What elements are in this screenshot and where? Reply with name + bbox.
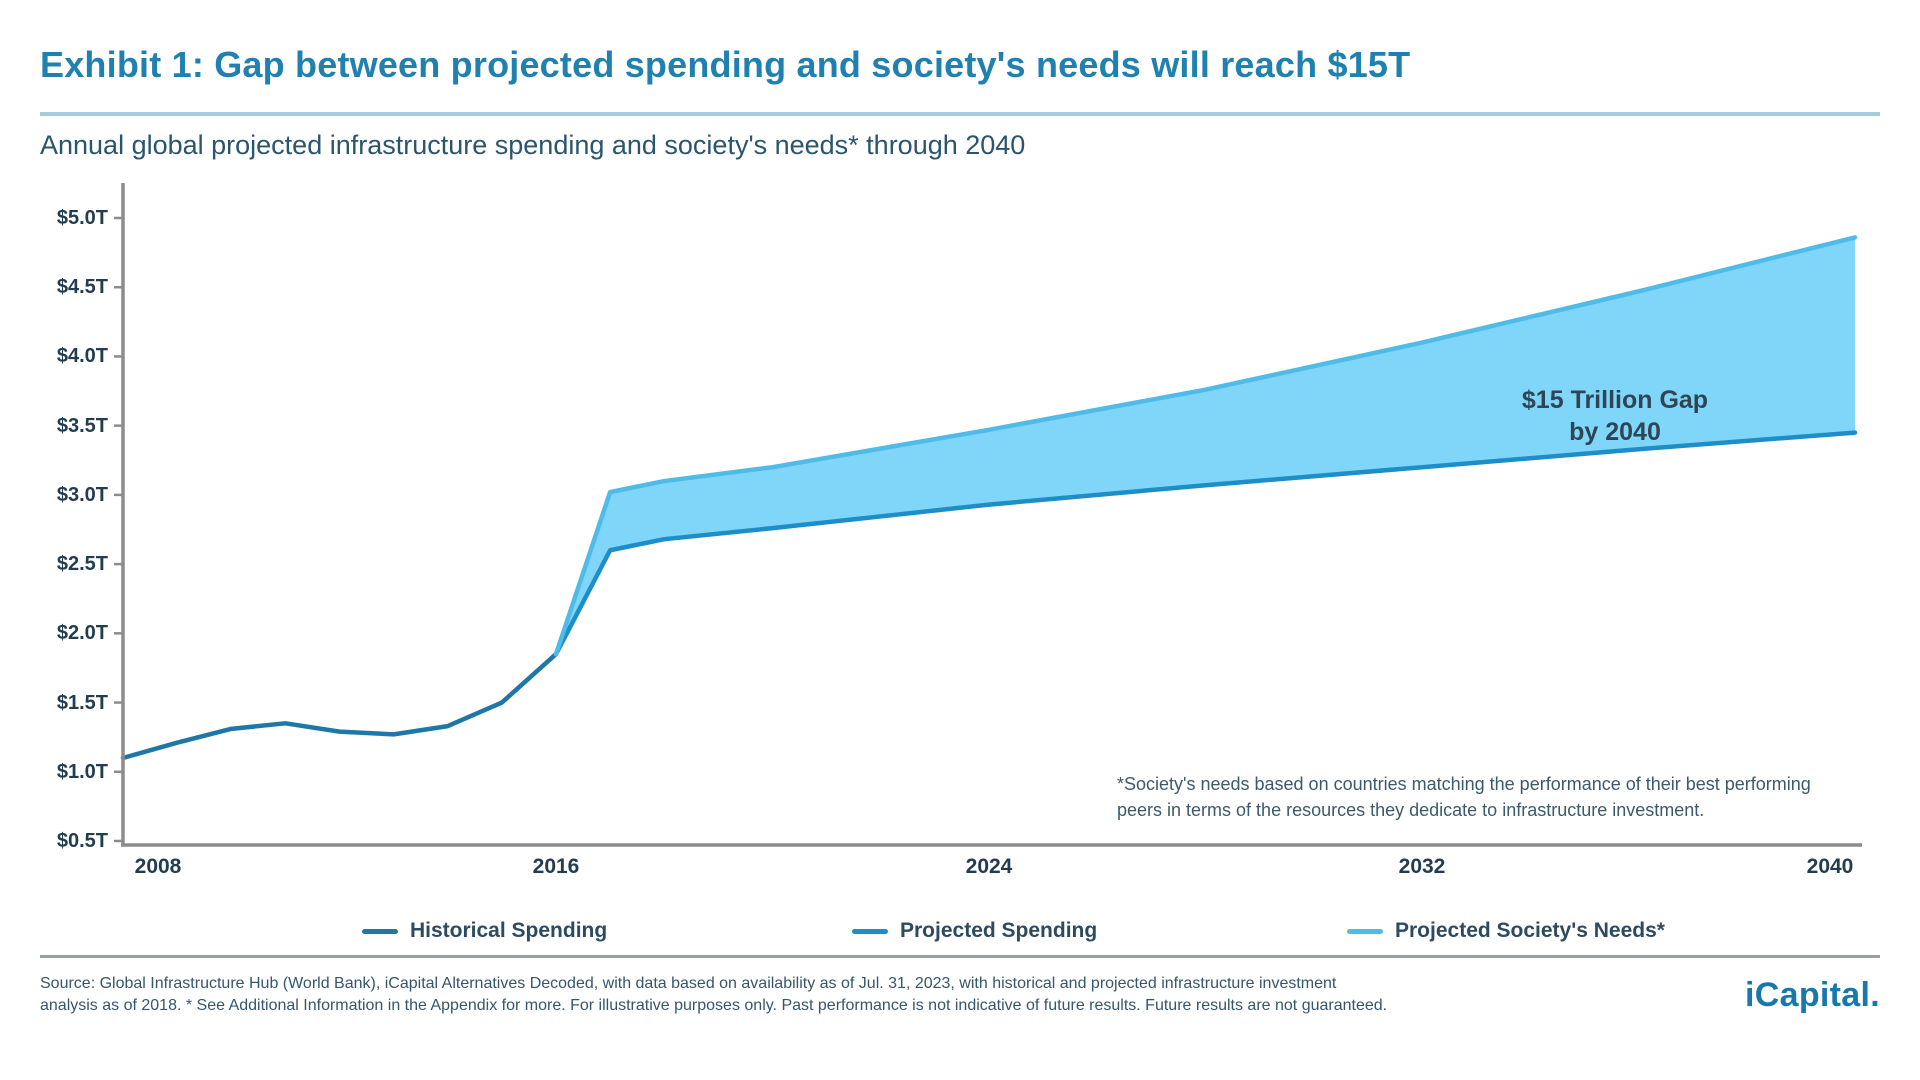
gap-annotation: $15 Trillion Gap by 2040 [1445,384,1785,448]
y-axis-label: $1.0T [56,760,108,783]
chart-subtitle: Annual global projected infrastructure s… [40,130,1026,160]
y-axis-label: $3.0T [56,483,108,506]
legend-swatch-projected [852,928,888,934]
x-axis-label: 2024 [965,855,1013,878]
legend-swatch-needs [1347,928,1383,934]
footnote-line1: *Society's needs based on countries matc… [1117,774,1811,794]
legend-label: Projected Society's Needs* [1395,919,1665,942]
series-line-historical-spending [120,651,559,761]
gap-annotation-line2: by 2040 [1569,418,1661,446]
legend-item-projected-spending: Projected Spending [852,916,1097,946]
series-line-projected-society-s-needs [553,235,1858,657]
chart-footnote: *Society's needs based on countries matc… [1117,771,1877,823]
series-line-projected-spending [553,430,1858,657]
footnote-line2: peers in terms of the resources they ded… [1117,800,1705,820]
chart-legend: Historical Spending Projected Spending P… [0,916,1920,950]
title-underline [40,112,1880,116]
legend-item-historical-spending: Historical Spending [362,916,607,946]
footer-divider [40,955,1880,958]
source-line2: analysis as of 2018. * See Additional In… [40,997,1388,1014]
gap-annotation-line1: $15 Trillion Gap [1521,386,1709,414]
legend-item-projected-needs: Projected Society's Needs* [1347,916,1665,946]
page-title: Exhibit 1: Gap between projected spendin… [40,44,1411,85]
x-axis-label: 2032 [1398,855,1446,878]
legend-label: Projected Spending [900,919,1098,942]
source-note: Source: Global Infrastructure Hub (World… [40,973,1600,1017]
y-axis-label: $0.5T [56,830,108,852]
y-axis-label: $1.5T [56,691,108,714]
y-axis-label: $3.5T [56,414,108,437]
x-axis-label: 2008 [134,855,182,878]
y-axis-label: $2.0T [56,622,108,645]
legend-swatch-historical [362,928,398,934]
y-axis-label: $4.0T [56,345,108,368]
icapital-logo: iCapital. [1745,976,1880,1014]
legend-label: Historical Spending [410,919,608,942]
y-axis-label: $5.0T [56,207,108,229]
y-axis-label: $2.5T [56,553,108,576]
gap-area [556,237,1855,655]
x-axis-label: 2016 [532,855,580,878]
y-axis-label: $4.5T [56,276,108,299]
x-axis-label: 2040 [1806,855,1854,878]
source-line1: Source: Global Infrastructure Hub (World… [40,975,1337,992]
